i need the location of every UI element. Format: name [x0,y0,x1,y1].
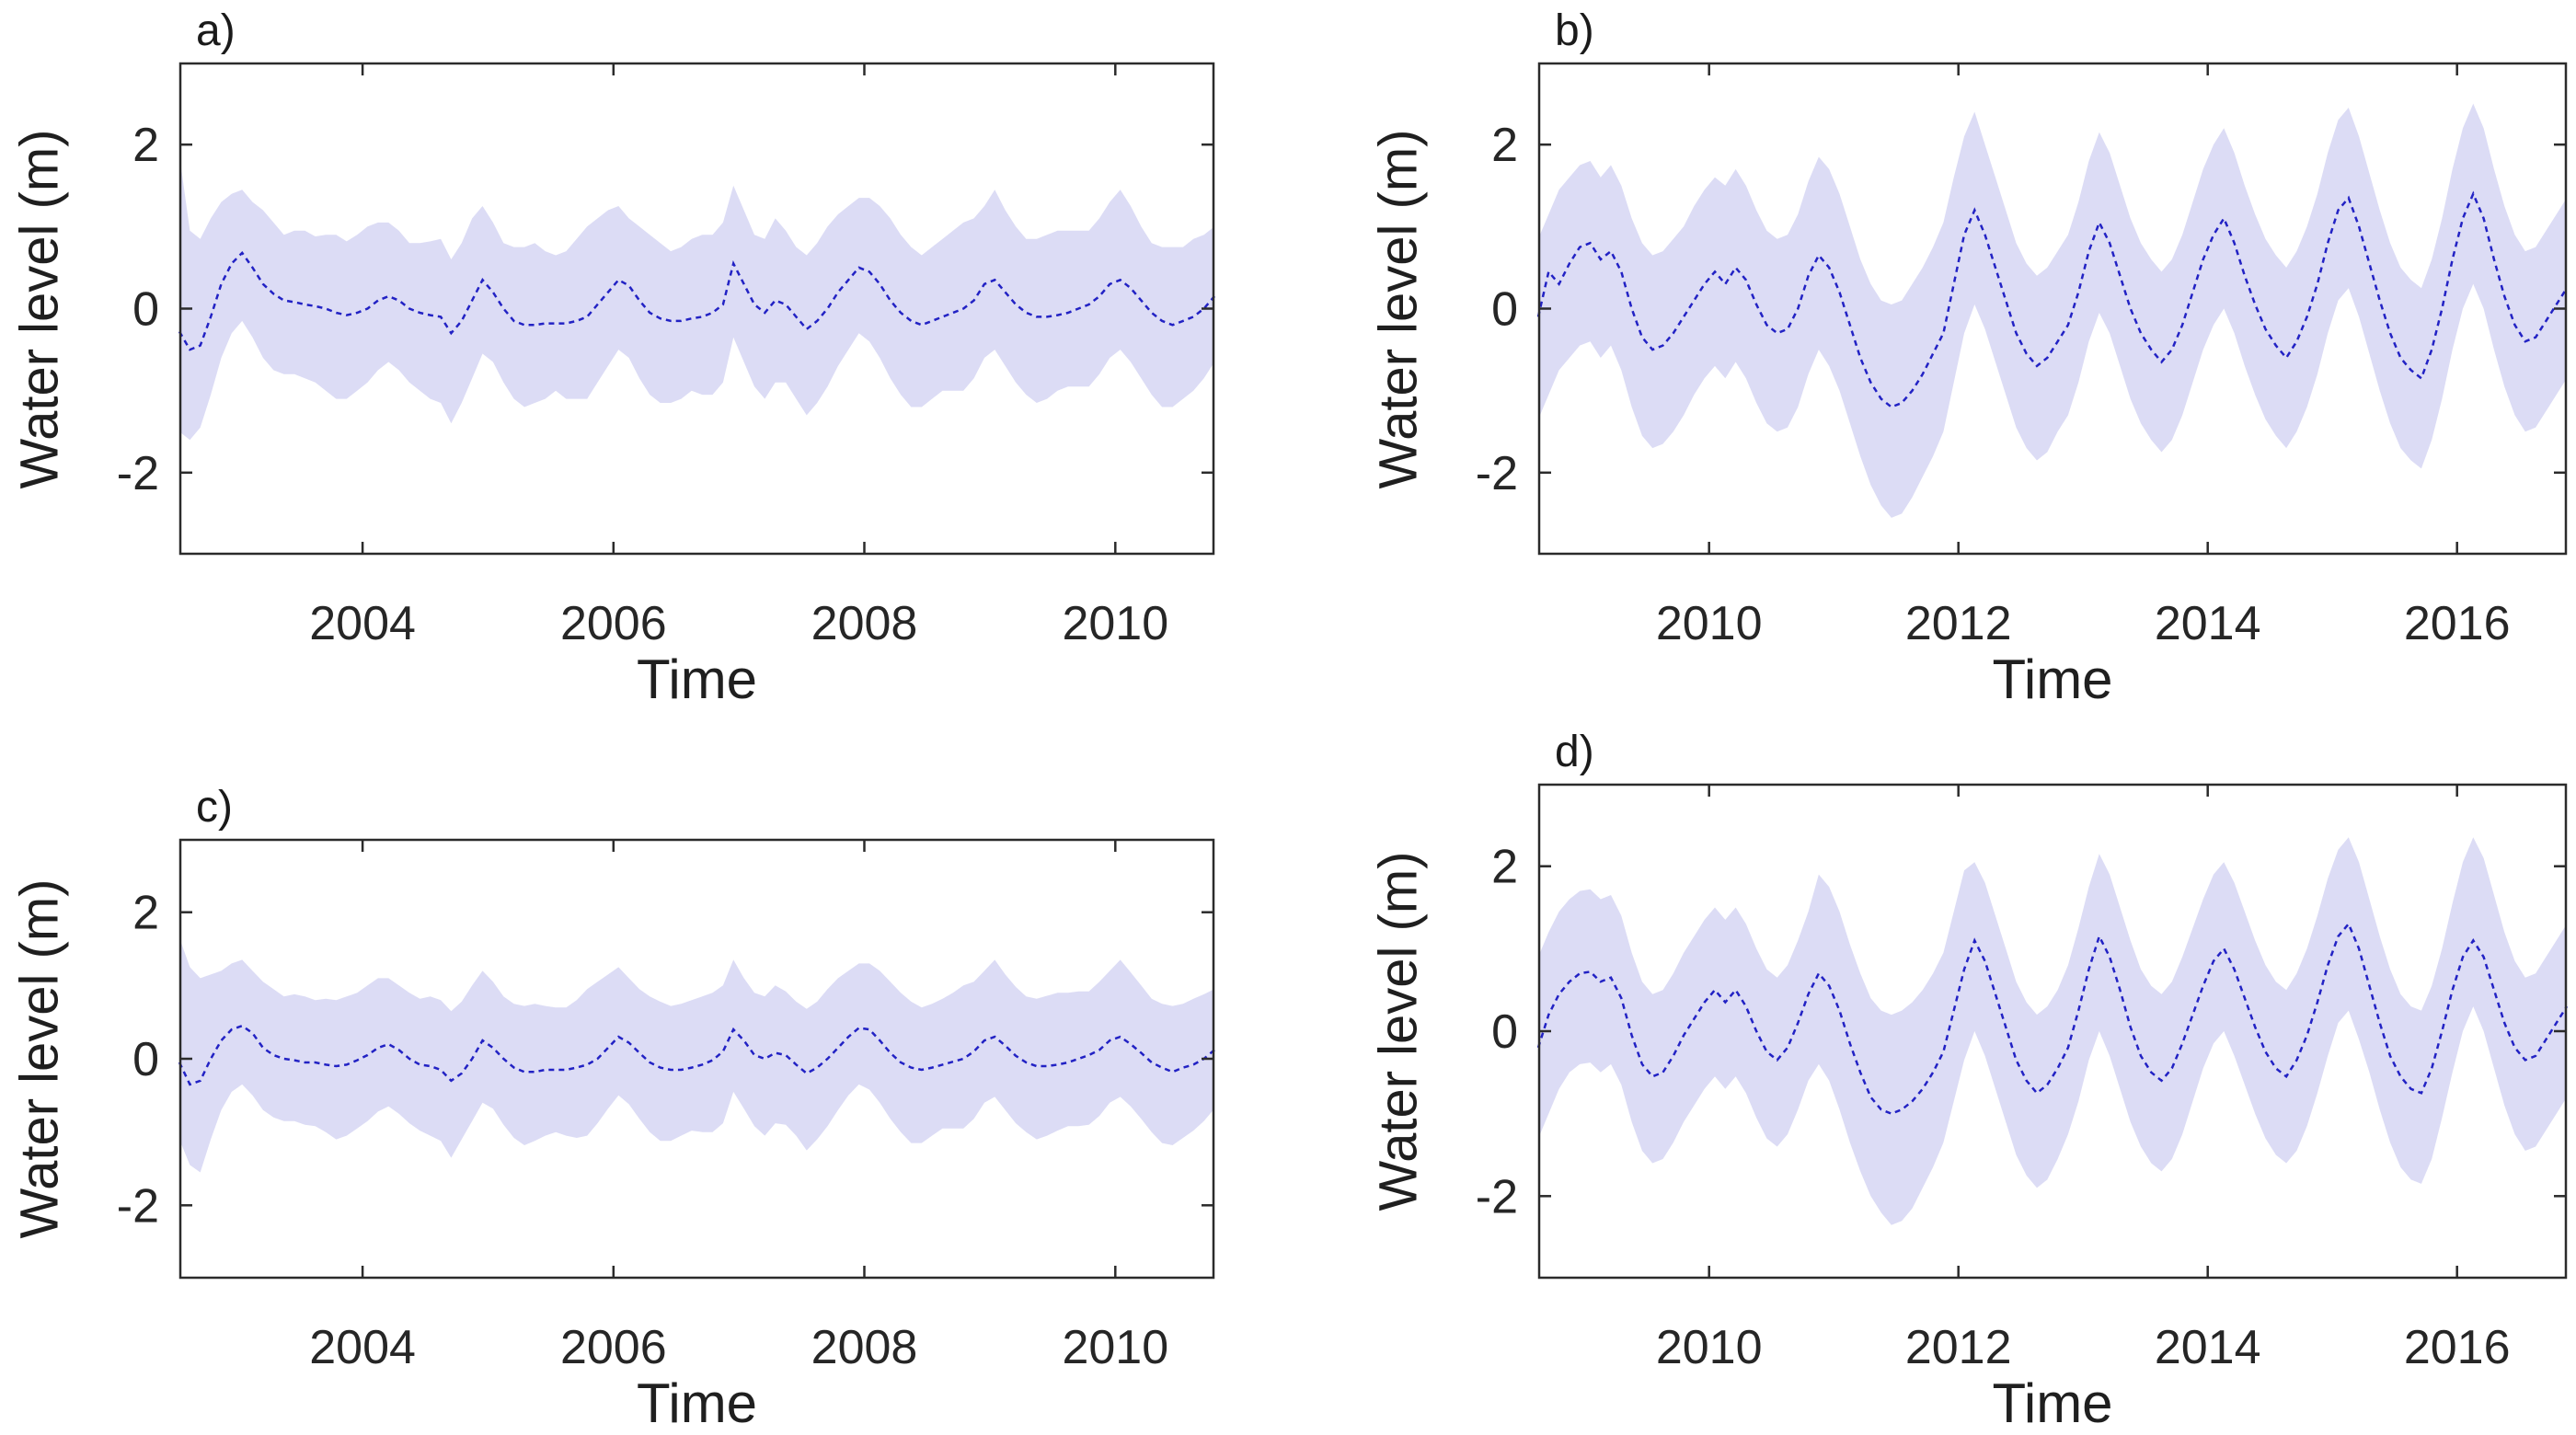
panel-b: b) Water level (m) 2010 2012 2014 2016 2 0 -2 … [1369,6,2569,710]
x-tick-label: 2006 [560,597,667,650]
y-tick-label: -2 [117,1179,159,1233]
x-tick-label: 2016 [2404,597,2511,650]
x-tick-label: 2014 [2155,1321,2261,1374]
mean-water-level-line [1536,922,2569,1116]
x-tick-label: 2006 [560,1321,667,1374]
panel-letter: b) [1555,6,1594,55]
mean-water-level-line [178,250,1215,351]
mean-water-level-line [1536,190,2569,408]
y-tick-label: 2 [132,887,159,940]
x-tick-label: 2010 [1062,1321,1168,1374]
x-tick-label: 2010 [1062,597,1168,650]
y-axis-label: Water level (m) [1368,129,1429,488]
y-tick-label: 0 [1491,1005,1518,1059]
x-tick-label: 2010 [1656,1321,1763,1374]
plot-area-c: 2004 2006 2008 2010 2 0 -2 [117,838,1215,1374]
uncertainty-band [179,937,1214,1173]
y-tick-label: 0 [132,1033,159,1086]
y-tick-label: 0 [132,283,159,337]
x-tick-label: 2004 [309,1321,416,1374]
y-tick-label: 2 [1491,119,1518,172]
panel-letter: d) [1555,728,1594,776]
x-tick-label: 2012 [1905,597,2012,650]
uncertainty-band [179,155,1214,441]
y-tick-label: -2 [117,447,159,500]
x-tick-label: 2014 [2155,597,2261,650]
panel-d: d) Water level (m) 2010 2012 2014 2016 2 0 -2 … [1369,728,2569,1434]
panel-a: a) Water level (m) 2004 2006 2008 2010 2 0 -2 … [10,6,1215,710]
x-tick-label: 2012 [1905,1321,2012,1374]
y-tick-label: 0 [1491,283,1518,337]
x-axis-label: Time [1992,1372,2113,1434]
panel-letter: c) [196,783,233,832]
plot-area-d: 2010 2012 2014 2016 2 0 -2 [1476,783,2569,1374]
x-tick-label: 2016 [2404,1321,2511,1374]
mean-water-level-line [178,1024,1215,1086]
plot-area-a: 2004 2006 2008 2010 2 0 -2 [117,62,1215,650]
x-axis-label: Time [636,649,758,710]
x-tick-label: 2010 [1656,597,1763,650]
y-axis-label: Water level (m) [9,878,70,1239]
x-tick-label: 2008 [811,1321,918,1374]
plot-area-b: 2010 2012 2014 2016 2 0 -2 [1476,62,2569,650]
x-axis-label: Time [1992,649,2113,710]
y-tick-label: 2 [1491,841,1518,894]
uncertainty-band [1538,103,2567,518]
y-tick-label: 2 [132,119,159,172]
x-tick-label: 2008 [811,597,918,650]
panel-c: c) Water level (m) 2004 2006 2008 2010 2 0 -2 … [10,783,1215,1434]
y-tick-label: -2 [1476,1170,1518,1223]
y-axis-label: Water level (m) [1368,851,1429,1211]
x-tick-label: 2004 [309,597,416,650]
panel-letter: a) [196,6,236,55]
y-axis-label: Water level (m) [9,129,70,488]
y-tick-label: -2 [1476,447,1518,500]
x-axis-label: Time [636,1372,758,1434]
uncertainty-band [1538,837,2567,1225]
